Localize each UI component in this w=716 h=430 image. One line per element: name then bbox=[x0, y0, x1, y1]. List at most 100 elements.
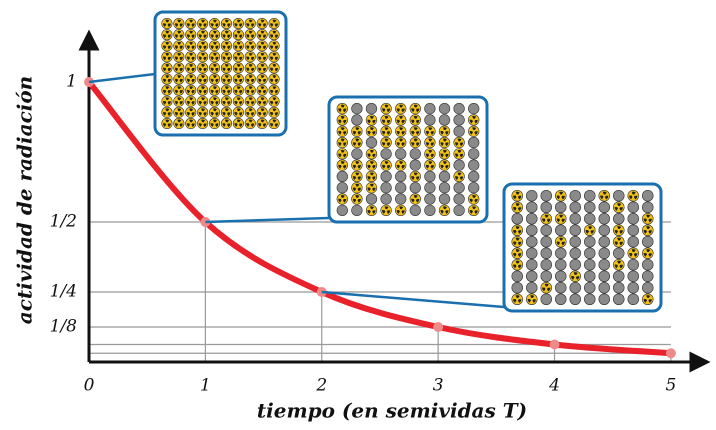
atom bbox=[468, 160, 479, 171]
inset-connector bbox=[89, 74, 155, 82]
atom bbox=[526, 225, 537, 236]
atom bbox=[395, 171, 406, 182]
atom bbox=[454, 126, 465, 137]
y-tick-label: 1/2 bbox=[50, 212, 77, 232]
inset-box bbox=[329, 97, 487, 222]
x-tick-label: 2 bbox=[315, 376, 327, 396]
atom bbox=[468, 103, 479, 114]
atom bbox=[570, 282, 581, 293]
atom bbox=[570, 259, 581, 270]
atom bbox=[570, 213, 581, 224]
point bbox=[433, 322, 443, 332]
atom bbox=[526, 190, 537, 201]
atom bbox=[613, 282, 624, 293]
atom bbox=[541, 236, 552, 247]
x-tick-label: 1 bbox=[200, 376, 211, 396]
y-tick-label: 1/4 bbox=[50, 282, 77, 302]
atom bbox=[352, 103, 363, 114]
atom bbox=[526, 282, 537, 293]
y-axis-title: actividad de radiación bbox=[13, 76, 37, 324]
atom bbox=[642, 236, 653, 247]
atom bbox=[425, 171, 436, 182]
atom bbox=[439, 103, 450, 114]
atom bbox=[395, 194, 406, 205]
atom bbox=[541, 248, 552, 259]
atom bbox=[555, 202, 566, 213]
atom bbox=[425, 182, 436, 193]
atom bbox=[337, 182, 348, 193]
atom bbox=[439, 194, 450, 205]
atom bbox=[599, 294, 610, 305]
atom bbox=[584, 202, 595, 213]
atom bbox=[468, 171, 479, 182]
atom bbox=[584, 282, 595, 293]
atom bbox=[366, 103, 377, 114]
y-tick-label: 1/8 bbox=[50, 317, 78, 337]
atom bbox=[526, 271, 537, 282]
atom bbox=[570, 236, 581, 247]
atom bbox=[454, 103, 465, 114]
atom bbox=[541, 294, 552, 305]
atom bbox=[642, 190, 653, 201]
atom bbox=[642, 202, 653, 213]
atom bbox=[642, 259, 653, 270]
atom bbox=[541, 202, 552, 213]
atom bbox=[512, 271, 523, 282]
atom bbox=[541, 271, 552, 282]
atom bbox=[628, 294, 639, 305]
atom bbox=[613, 248, 624, 259]
insets bbox=[89, 12, 661, 311]
atom bbox=[584, 259, 595, 270]
atom bbox=[526, 259, 537, 270]
atom bbox=[584, 271, 595, 282]
atom bbox=[381, 149, 392, 160]
atom bbox=[599, 225, 610, 236]
atom bbox=[512, 213, 523, 224]
atom bbox=[352, 115, 363, 126]
atom bbox=[613, 213, 624, 224]
atom bbox=[541, 190, 552, 201]
atom bbox=[613, 294, 624, 305]
atom bbox=[584, 294, 595, 305]
x-tick-label: 0 bbox=[84, 376, 95, 396]
atom bbox=[352, 205, 363, 216]
atom bbox=[454, 182, 465, 193]
atom bbox=[468, 149, 479, 160]
atom bbox=[628, 282, 639, 293]
atom bbox=[599, 282, 610, 293]
atom bbox=[439, 171, 450, 182]
atom bbox=[541, 225, 552, 236]
atom bbox=[555, 282, 566, 293]
x-axis-title: tiempo (en semividas T) bbox=[257, 399, 527, 423]
atom bbox=[352, 149, 363, 160]
atom bbox=[526, 236, 537, 247]
atom bbox=[628, 213, 639, 224]
atom bbox=[628, 271, 639, 282]
atom bbox=[584, 213, 595, 224]
atom bbox=[410, 182, 421, 193]
atom bbox=[439, 182, 450, 193]
atom bbox=[526, 202, 537, 213]
atom bbox=[410, 149, 421, 160]
atom bbox=[570, 225, 581, 236]
atom bbox=[381, 182, 392, 193]
atom bbox=[395, 149, 406, 160]
atom bbox=[613, 190, 624, 201]
atom bbox=[439, 115, 450, 126]
x-tick-label: 5 bbox=[665, 376, 676, 396]
atom bbox=[642, 271, 653, 282]
atom bbox=[599, 259, 610, 270]
atom bbox=[454, 115, 465, 126]
atom bbox=[410, 160, 421, 171]
x-tick-label: 3 bbox=[433, 376, 444, 396]
atom bbox=[468, 182, 479, 193]
atom bbox=[584, 190, 595, 201]
atom bbox=[642, 282, 653, 293]
atom bbox=[381, 194, 392, 205]
atom bbox=[628, 202, 639, 213]
atom bbox=[541, 259, 552, 270]
atom bbox=[628, 225, 639, 236]
atom bbox=[584, 236, 595, 247]
atom bbox=[454, 160, 465, 171]
atom bbox=[570, 202, 581, 213]
